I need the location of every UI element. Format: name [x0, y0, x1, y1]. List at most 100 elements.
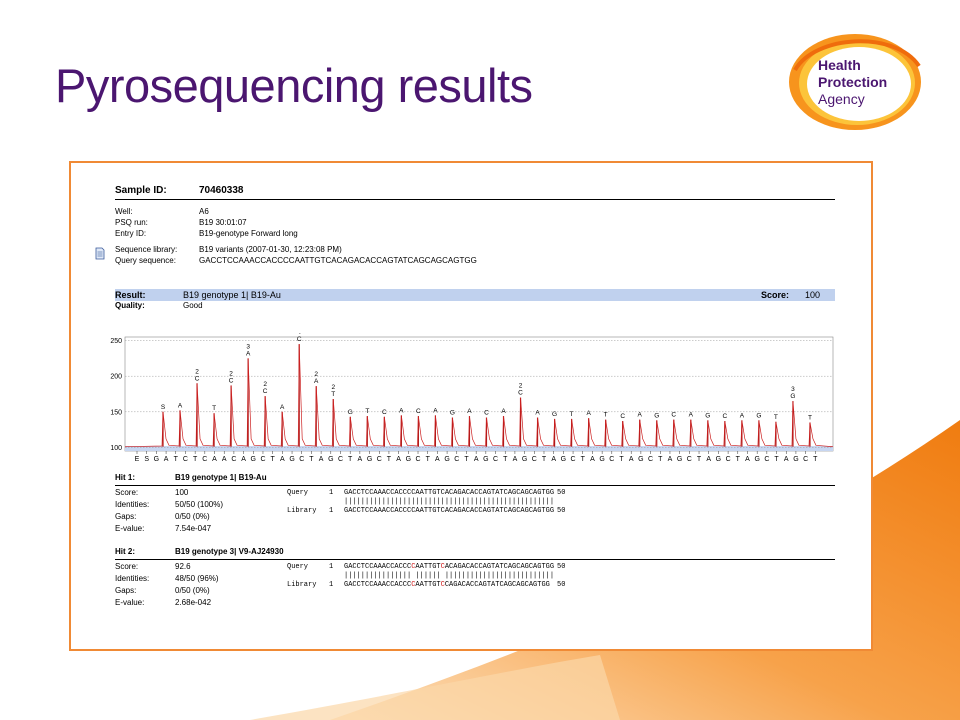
dispensation-label: T — [658, 456, 663, 463]
dispensation-label: T — [581, 456, 586, 463]
peak-label: G — [552, 411, 557, 418]
dispensation-label: C — [454, 456, 459, 463]
result-score: 100 — [805, 290, 821, 300]
peak-label: A — [586, 410, 591, 417]
dispensation-label: G — [367, 456, 372, 463]
dispensation-label: A — [164, 456, 169, 463]
dispensation-label: A — [241, 456, 246, 463]
peak-label: T — [331, 391, 335, 398]
peak-label: C — [263, 388, 268, 395]
dispensation-label: G — [793, 456, 798, 463]
dispensation-label: G — [561, 456, 566, 463]
dispensation-label: T — [387, 456, 392, 463]
svg-text:Agency: Agency — [818, 91, 865, 107]
peak-label: A — [638, 412, 643, 419]
dispensation-label: C — [231, 456, 236, 463]
peak-label: G — [756, 412, 761, 419]
peak-label: G — [705, 412, 710, 419]
peak-label: G — [348, 409, 353, 416]
peak-label: A — [433, 407, 438, 414]
dispensation-label: T — [464, 456, 469, 463]
baseline-band — [125, 446, 833, 451]
dispensation-label: C — [609, 456, 614, 463]
peak-label: 2 — [195, 368, 199, 375]
slide-title: Pyrosequencing results — [55, 59, 533, 112]
dispensation-label: C — [493, 456, 498, 463]
hit-2-title: B19 genotype 3| V9-AJ24930 — [175, 547, 284, 556]
peak-label: T — [774, 414, 778, 421]
hit-1-match-line: ||||||||||||||||||||||||||||||||||||||||… — [344, 498, 555, 506]
dispensation-label: T — [697, 456, 702, 463]
dispensation-label: T — [193, 456, 198, 463]
peak-label: S — [161, 404, 166, 411]
peak-label: 3 — [246, 343, 250, 350]
peak-label: C — [297, 336, 302, 343]
peak-label: C — [195, 375, 200, 382]
dispensation-label: G — [483, 456, 488, 463]
report-panel: Sample ID: 70460338 Well: A6 PSQ run: B1… — [69, 161, 873, 651]
dispensation-label: C — [803, 456, 808, 463]
dispensation-label: C — [687, 456, 692, 463]
dispensation-label: A — [280, 456, 285, 463]
dispensation-label: G — [716, 456, 721, 463]
peak-label: A — [467, 408, 472, 415]
document-icon[interactable] — [95, 247, 105, 260]
dispensation-label: G — [251, 456, 256, 463]
dispensation-label: T — [736, 456, 741, 463]
peak-label: A — [399, 407, 404, 414]
dispensation-label: C — [260, 456, 265, 463]
peak-label: T — [808, 415, 812, 422]
dispensation-label: G — [154, 456, 159, 463]
hit-2-library-line: Library 1 GACCTCCAAACCACCCCAATTGTCCAGACA… — [287, 581, 566, 589]
peak-label: 2 — [229, 370, 233, 377]
peak-label: A — [689, 412, 694, 419]
dispensation-label: T — [503, 456, 508, 463]
dispensation-label: C — [415, 456, 420, 463]
hit-2-match-line: |||||||||||||||| |||||| ||||||||||||||||… — [344, 572, 555, 580]
dispensation-label: A — [745, 456, 750, 463]
dispensation-label: C — [571, 456, 576, 463]
dispensation-label: C — [532, 456, 537, 463]
peak-label: C — [620, 413, 625, 420]
svg-text:Protection: Protection — [818, 74, 887, 90]
hit-2-block: Hit 2: B19 genotype 3| V9-AJ24930 Score:… — [115, 547, 835, 621]
dispensation-label: A — [551, 456, 556, 463]
peak-label: T — [570, 411, 574, 418]
peak-label: C — [416, 408, 421, 415]
peak-label: A — [280, 404, 285, 411]
y-tick-label: 200 — [110, 374, 122, 381]
y-tick-label: 100 — [110, 445, 122, 452]
peak-label: 3 — [791, 386, 795, 393]
dispensation-label: A — [396, 456, 401, 463]
dispensation-label: A — [212, 456, 217, 463]
peak-label: A — [246, 350, 251, 357]
dispensation-label: A — [629, 456, 634, 463]
result-bar — [115, 289, 835, 301]
dispensation-label: T — [174, 456, 179, 463]
dispensation-label: A — [474, 456, 479, 463]
hit-2-query-line: Query 1 GACCTCCAAACCACCCCAATTGTCACAGACAC… — [287, 563, 566, 571]
dispensation-label: G — [754, 456, 759, 463]
result-value: B19 genotype 1| B19-Au — [183, 290, 281, 300]
peak-label: C — [229, 377, 234, 384]
peak-label: C — [518, 390, 523, 397]
dispensation-label: G — [599, 456, 604, 463]
peak-label: 2 — [519, 383, 523, 390]
peak-label: A — [740, 412, 745, 419]
peak-label: T — [604, 412, 608, 419]
dispensation-label: T — [426, 456, 431, 463]
dispensation-label: T — [271, 456, 276, 463]
dispensation-label: E — [135, 456, 140, 463]
peak-label: A — [535, 410, 540, 417]
dispensation-label: C — [648, 456, 653, 463]
peak-label: 2 — [331, 384, 335, 391]
dispensation-label: A — [435, 456, 440, 463]
peak-label: 2 — [263, 381, 267, 388]
health-protection-agency-logo: Health Protection Agency — [789, 34, 921, 130]
dispensation-label: G — [444, 456, 449, 463]
hit-1-title: B19 genotype 1| B19-Au — [175, 473, 267, 482]
dispensation-label: C — [338, 456, 343, 463]
dispensation-label: A — [668, 456, 673, 463]
hit-1-block: Hit 1: B19 genotype 1| B19-Au Score: 100 … — [115, 473, 835, 547]
